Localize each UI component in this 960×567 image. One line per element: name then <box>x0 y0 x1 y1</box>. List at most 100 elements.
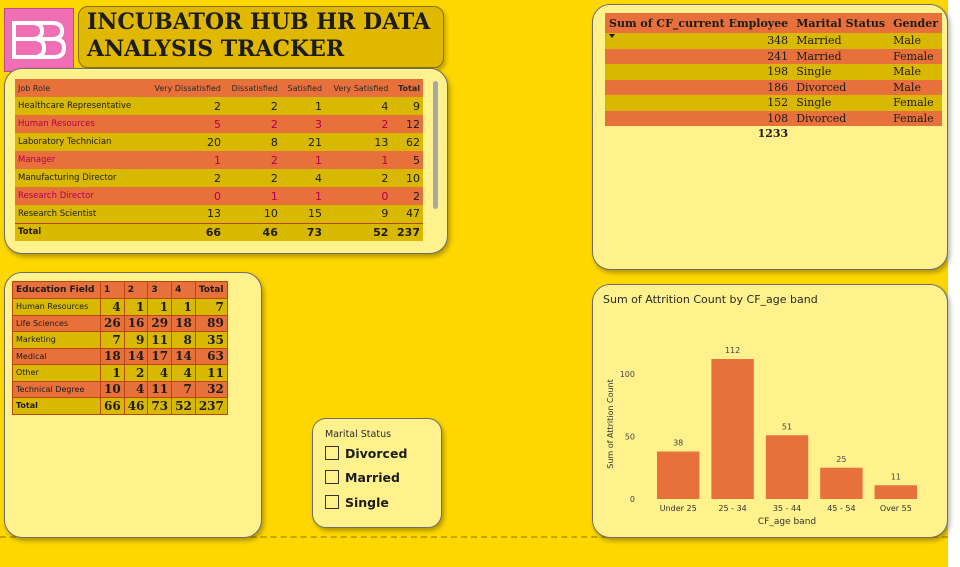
value-cell: 4 <box>100 298 125 316</box>
table-row[interactable]: Manager 1 2 1 1 5 <box>15 151 423 169</box>
table-row[interactable]: 186 Divorced Male <box>605 79 942 95</box>
education-field-cell: Human Resources <box>12 298 101 316</box>
gender-cell: Male <box>889 64 942 80</box>
value-cell: 18 <box>100 347 125 365</box>
column-header-gender[interactable]: Gender <box>889 13 942 33</box>
slicer-option-married[interactable]: Married <box>325 468 400 486</box>
grand-total-cell: 1233 <box>757 127 789 141</box>
table-row[interactable]: 108 Divorced Female <box>605 110 942 126</box>
column-header-job-role[interactable]: Job Role <box>15 79 145 97</box>
table-row[interactable]: Human Resources 4 1 1 1 7 <box>12 298 228 316</box>
value-cell: 8 <box>224 133 281 151</box>
bar[interactable] <box>656 451 700 500</box>
table-row[interactable]: Manufacturing Director 2 2 4 2 10 <box>15 169 423 187</box>
value-cell: 4 <box>280 169 326 187</box>
slicer-option-single[interactable]: Single <box>325 493 389 511</box>
value-cell: 2 <box>123 364 149 382</box>
checkbox[interactable] <box>325 470 339 484</box>
table-row[interactable]: Research Scientist 13 10 15 9 47 <box>15 205 423 223</box>
table-row[interactable]: Technical Degree 10 4 11 7 32 <box>12 380 228 398</box>
value-cell: 7 <box>100 331 125 349</box>
value-cell: 1 <box>144 151 224 169</box>
table-row[interactable]: Human Resources 5 2 3 2 12 <box>15 115 423 133</box>
status-cell: Single <box>792 95 890 111</box>
total-cell: 46 <box>123 397 149 415</box>
value-cell: 9 <box>325 205 392 223</box>
column-header-very-dissatisfied[interactable]: Very Dissatisfied <box>144 79 224 97</box>
bar[interactable] <box>820 467 863 499</box>
sum-cell: 241 <box>605 48 793 64</box>
table-row[interactable]: 348 Married Male <box>605 33 942 49</box>
column-header-very-satisfied[interactable]: Very Satisfied <box>325 79 392 97</box>
value-cell: 1 <box>280 151 326 169</box>
column-header-sum-current-employee[interactable]: Sum of CF_current Employee <box>605 13 793 33</box>
bar[interactable] <box>765 435 809 499</box>
y-tick-label: 100 <box>620 370 635 379</box>
column-header-3[interactable]: 3 <box>147 281 173 299</box>
checkbox[interactable] <box>325 446 339 460</box>
total-cell: 63 <box>194 347 228 365</box>
table-row[interactable]: 198 Single Male <box>605 64 942 80</box>
bar[interactable] <box>711 359 754 499</box>
column-header-education-field[interactable]: Education Field <box>12 281 101 299</box>
value-cell: 13 <box>325 133 392 151</box>
table-row[interactable]: Research Director 0 1 1 0 2 <box>15 187 423 205</box>
table-total-row: 1233 <box>605 126 942 142</box>
job-role-table-card: Job Role Very Dissatisfied Dissatisfied … <box>4 68 448 254</box>
value-cell: 2 <box>144 169 224 187</box>
table-row[interactable]: 241 Married Female <box>605 48 942 64</box>
table-row[interactable]: 152 Single Female <box>605 95 942 111</box>
total-cell: 52 <box>171 397 196 415</box>
total-cell: 73 <box>147 397 173 415</box>
bb-logo-icon <box>4 8 74 72</box>
value-cell: 26 <box>100 314 125 332</box>
vertical-scrollbar[interactable] <box>433 81 438 209</box>
column-header-total[interactable]: Total <box>194 281 228 299</box>
sum-cell: 186 <box>605 79 793 95</box>
gender-cell: Male <box>889 79 942 95</box>
checkbox[interactable] <box>325 495 339 509</box>
slicer-option-label: Married <box>345 469 400 485</box>
column-header-2[interactable]: 2 <box>123 281 149 299</box>
y-tick-label: 50 <box>625 433 635 442</box>
table-row[interactable]: Other 1 2 4 4 11 <box>12 364 228 382</box>
job-role-table: Job Role Very Dissatisfied Dissatisfied … <box>15 79 423 241</box>
data-label: 112 <box>725 346 740 355</box>
slicer-option-divorced[interactable]: Divorced <box>325 444 407 462</box>
table-row[interactable]: Laboratory Technician 20 8 21 13 62 <box>15 133 423 151</box>
table-row[interactable]: Medical 18 14 17 14 63 <box>12 347 228 365</box>
column-header-1[interactable]: 1 <box>100 281 125 299</box>
value-cell: 7 <box>171 380 196 398</box>
column-header-4[interactable]: 4 <box>171 281 196 299</box>
value-cell: 10 <box>100 380 125 398</box>
column-header-satisfied[interactable]: Satisfied <box>280 79 326 97</box>
y-tick-label: 0 <box>630 495 635 504</box>
table-row[interactable]: Marketing 7 9 11 8 35 <box>12 331 228 349</box>
gender-cell: Female <box>889 95 942 111</box>
total-cell: 73 <box>280 222 326 241</box>
table-row[interactable]: Life Sciences 26 16 29 18 89 <box>12 314 228 332</box>
value-cell: 2 <box>144 97 224 115</box>
bar[interactable] <box>874 485 918 499</box>
column-header-dissatisfied[interactable]: Dissatisfied <box>224 79 281 97</box>
table-total-row: Total 66 46 73 52 237 <box>15 222 423 241</box>
y-axis-label: Sum of Attrition Count <box>606 379 615 468</box>
column-header-marital-status[interactable]: Marital Status <box>792 13 890 33</box>
marital-status-table-card: Sum of CF_current Employee Marital Statu… <box>592 4 948 270</box>
marital-table-header-row: Sum of CF_current Employee Marital Statu… <box>605 13 942 33</box>
marital-status-slicer: Marital Status Divorced Married Single <box>312 418 442 528</box>
table-row[interactable]: Healthcare Representative 2 2 1 4 9 <box>15 97 423 115</box>
sort-descending-icon[interactable] <box>609 34 615 38</box>
x-tick-label: 25 - 34 <box>718 504 746 513</box>
status-cell: Single <box>792 64 890 80</box>
value-cell: 0 <box>325 187 392 205</box>
value-cell: 2 <box>224 115 281 133</box>
attrition-chart-card: Sum of Attrition Count by CF_age band 0 5… <box>592 284 948 538</box>
grand-total-cell: 237 <box>391 222 423 241</box>
total-cell: 10 <box>391 169 423 187</box>
divider <box>0 536 948 538</box>
column-header-total[interactable]: Total <box>391 79 423 97</box>
status-cell: Divorced <box>792 79 890 95</box>
education-field-cell: Marketing <box>12 331 101 349</box>
value-cell: 11 <box>147 331 173 349</box>
